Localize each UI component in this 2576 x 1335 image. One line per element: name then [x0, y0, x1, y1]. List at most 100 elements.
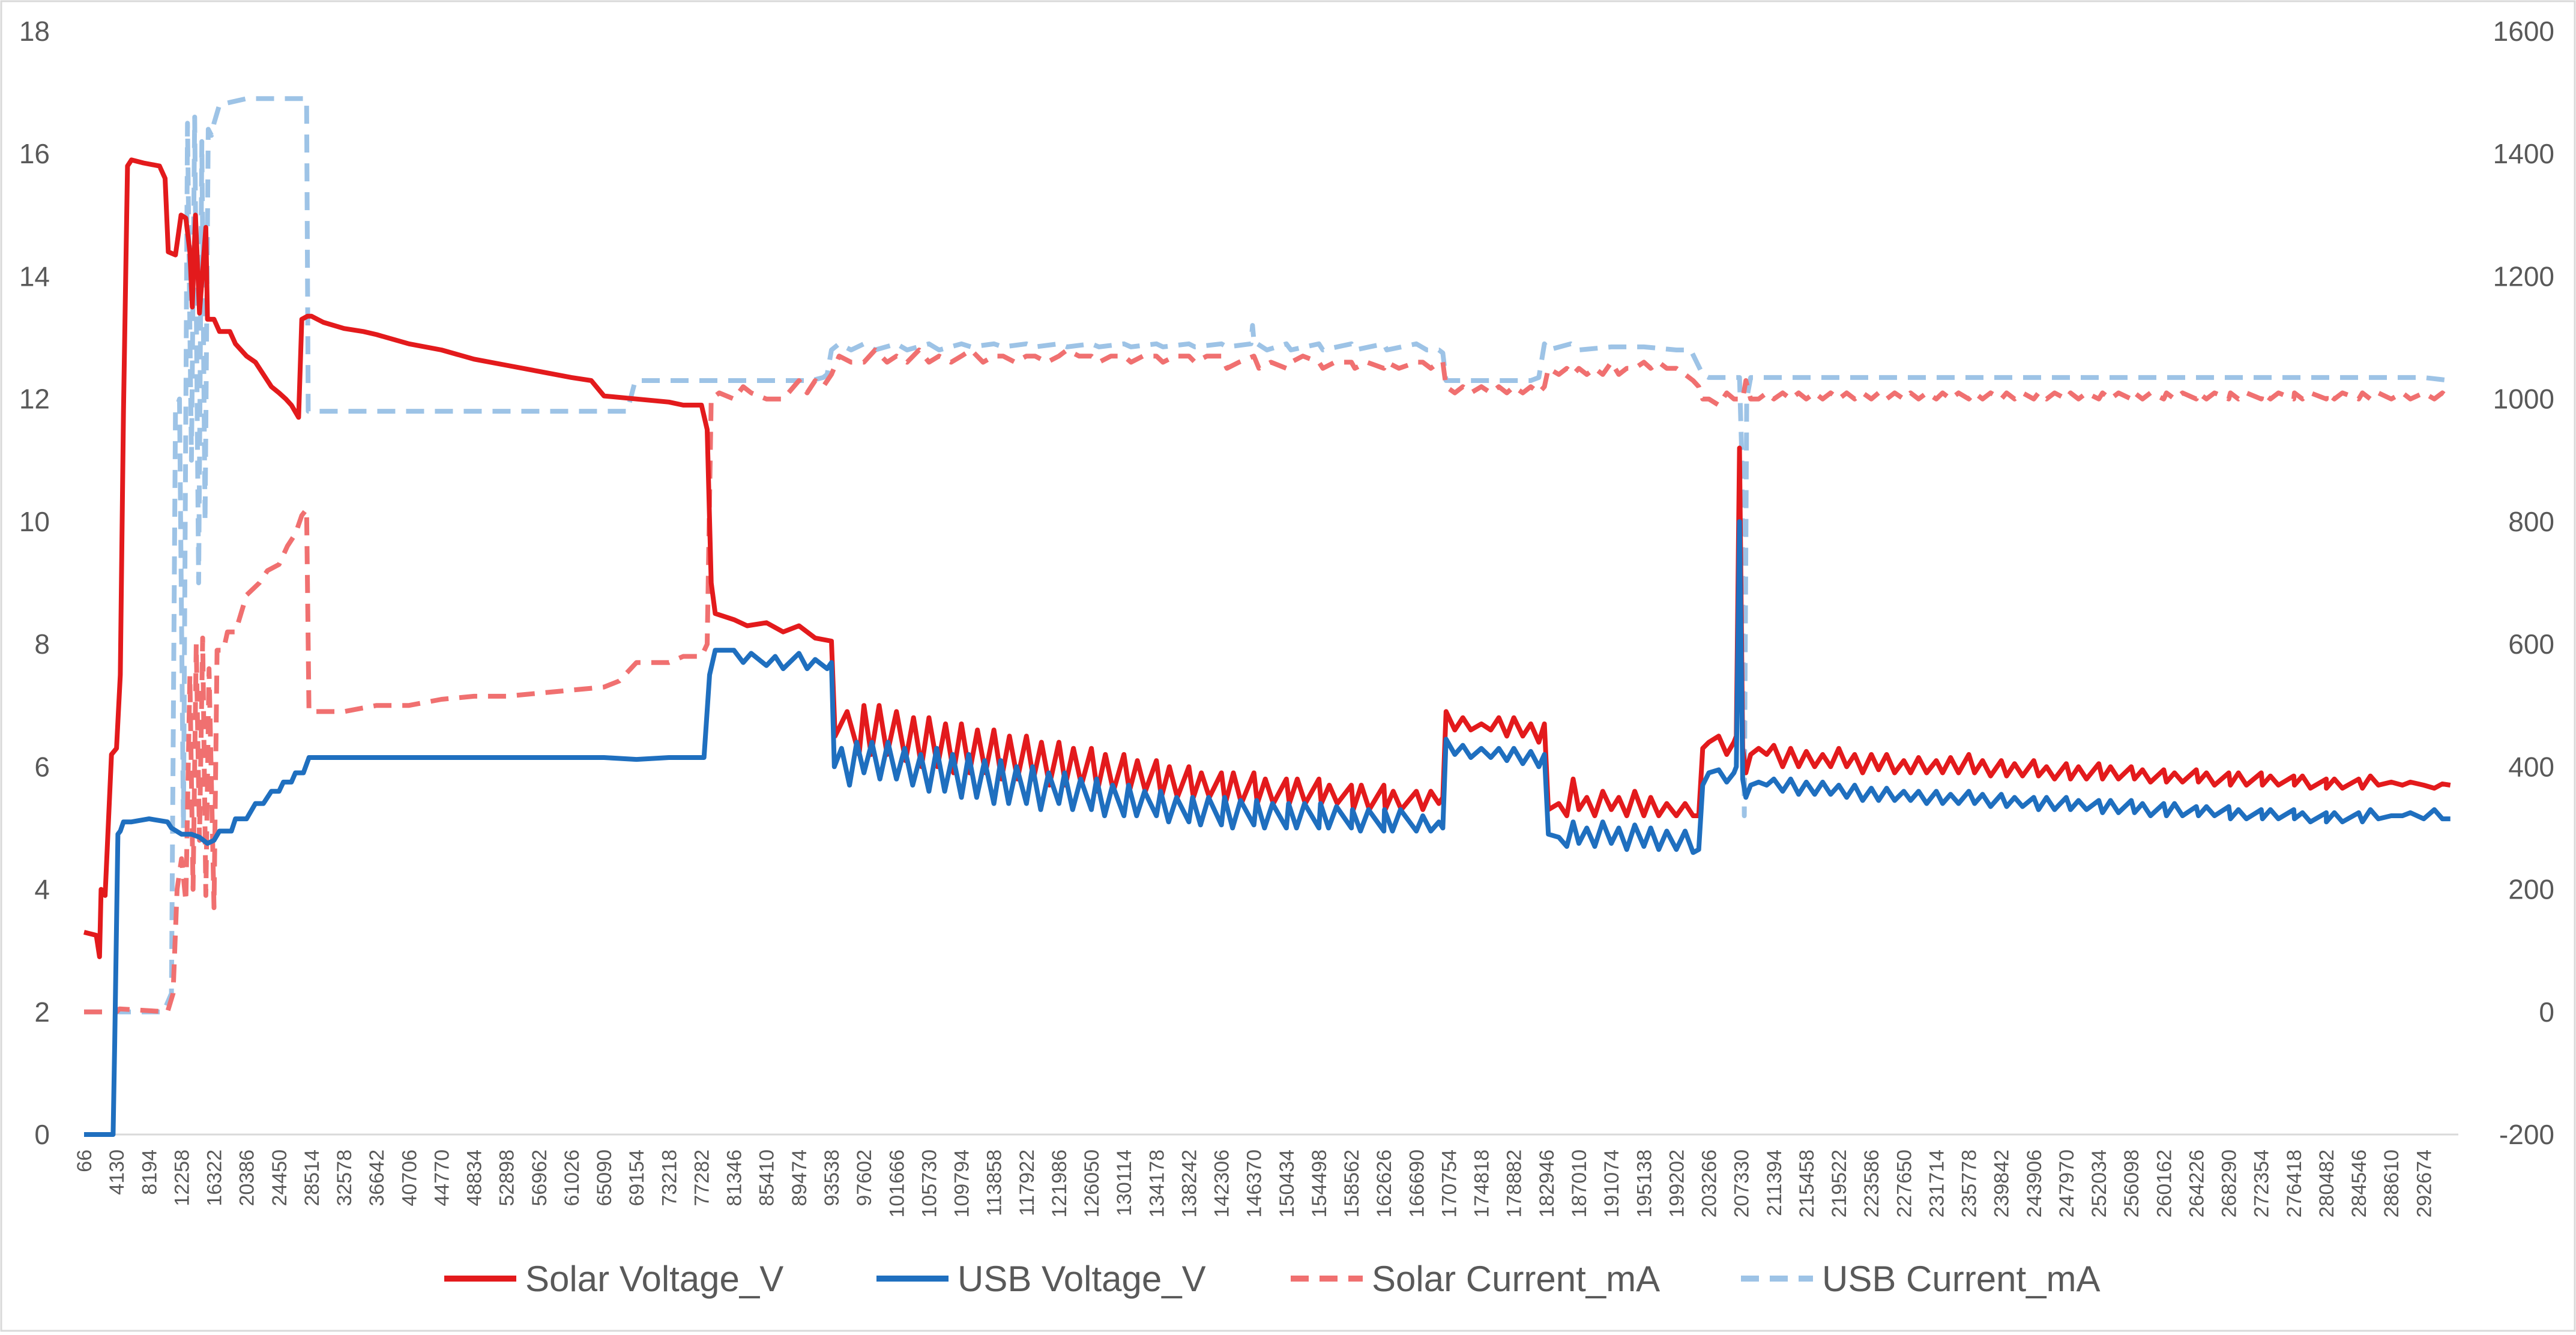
x-tick-label: 126050 — [1081, 1150, 1103, 1217]
left-tick-label: 4 — [34, 874, 50, 905]
x-tick-label: 56962 — [528, 1150, 551, 1207]
x-tick-label: 89474 — [788, 1150, 811, 1207]
x-tick-label: 97602 — [853, 1150, 876, 1207]
x-tick-label: 66 — [73, 1150, 96, 1172]
x-tick-label: 8194 — [138, 1150, 161, 1195]
right-tick-label: 1000 — [2493, 384, 2554, 415]
x-tick-label: 174818 — [1471, 1150, 1494, 1217]
x-tick-label: 130114 — [1113, 1150, 1136, 1216]
x-tick-label: 187010 — [1568, 1150, 1591, 1217]
x-tick-label: 32578 — [333, 1150, 356, 1207]
x-tick-label: 81346 — [723, 1150, 746, 1207]
right-tick-label: 1600 — [2493, 16, 2554, 47]
x-tick-label: 36642 — [366, 1150, 388, 1207]
series-layer — [83, 96, 2452, 1137]
x-tick-label: 65090 — [593, 1150, 616, 1207]
x-axis: 66 4130 8194 12258 16322 20386 24450 28514 32578… — [73, 1150, 2436, 1217]
x-tick-label: 85410 — [756, 1150, 779, 1207]
x-tick-label: 231714 — [1925, 1150, 1948, 1217]
x-tick-label: 227650 — [1893, 1150, 1916, 1217]
x-tick-label: 191074 — [1600, 1150, 1623, 1217]
x-tick-label: 239842 — [1991, 1150, 2013, 1217]
x-tick-label: 219522 — [1828, 1150, 1851, 1217]
x-tick-label: 101666 — [885, 1150, 908, 1217]
x-tick-label: 12258 — [170, 1150, 193, 1207]
x-tick-label: 170754 — [1438, 1150, 1461, 1217]
x-tick-label: 162626 — [1373, 1150, 1396, 1217]
x-tick-label: 158562 — [1341, 1150, 1363, 1217]
x-tick-label: 268290 — [2218, 1150, 2241, 1217]
x-tick-label: 44770 — [430, 1150, 453, 1207]
left-tick-label: 14 — [19, 261, 50, 292]
x-tick-label: 276418 — [2283, 1150, 2306, 1217]
left-tick-label: 18 — [19, 16, 50, 47]
x-tick-label: 256098 — [2120, 1150, 2143, 1217]
x-tick-label: 28514 — [301, 1150, 324, 1207]
x-tick-label: 203266 — [1698, 1150, 1721, 1217]
left-tick-label: 0 — [34, 1119, 50, 1150]
series-line-solar-current-ma — [84, 348, 2452, 1014]
left-tick-label: 12 — [19, 384, 50, 415]
x-tick-label: 272354 — [2251, 1150, 2273, 1217]
x-tick-label: 207330 — [1731, 1150, 1754, 1217]
x-tick-label: 61026 — [561, 1150, 584, 1207]
right-tick-label: 400 — [2508, 751, 2554, 782]
right-tick-label: -200 — [2499, 1119, 2554, 1150]
right-tick-label: 0 — [2539, 996, 2554, 1028]
right-tick-label: 1400 — [2493, 138, 2554, 169]
x-tick-label: 113858 — [983, 1150, 1006, 1216]
x-tick-label: 211394 — [1763, 1150, 1786, 1216]
x-tick-label: 243906 — [2023, 1150, 2046, 1217]
right-tick-label: 600 — [2508, 628, 2554, 660]
x-tick-label: 260162 — [2153, 1150, 2176, 1217]
left-y-axis: 0 2 4 6 8 10 12 14 16 18 — [19, 16, 50, 1150]
series-line-usb-voltage-v — [84, 519, 2451, 1137]
left-tick-label: 10 — [19, 506, 50, 537]
x-tick-label: 288610 — [2380, 1150, 2403, 1217]
right-tick-label: 200 — [2508, 874, 2554, 905]
x-tick-label: 117922 — [1016, 1150, 1039, 1216]
left-tick-label: 16 — [19, 138, 50, 169]
x-tick-label: 215458 — [1796, 1150, 1818, 1217]
x-tick-label: 40706 — [398, 1150, 421, 1207]
legend-label-solar-voltage-v: Solar Voltage_V — [525, 1259, 783, 1299]
x-tick-label: 264226 — [2185, 1150, 2208, 1217]
x-tick-label: 73218 — [658, 1150, 681, 1207]
x-tick-label: 105730 — [918, 1150, 941, 1217]
left-tick-label: 6 — [34, 751, 50, 782]
x-tick-label: 154498 — [1308, 1150, 1331, 1217]
x-tick-label: 109794 — [951, 1150, 974, 1217]
x-tick-label: 142306 — [1211, 1150, 1234, 1217]
x-tick-label: 235778 — [1958, 1150, 1981, 1217]
right-tick-label: 1200 — [2493, 261, 2554, 292]
series-line-usb-current-ma — [84, 96, 2451, 1014]
x-tick-label: 16322 — [204, 1150, 226, 1207]
x-tick-label: 252034 — [2088, 1150, 2111, 1217]
legend-label-usb-voltage-v: USB Voltage_V — [958, 1259, 1206, 1299]
x-tick-label: 134178 — [1145, 1150, 1168, 1217]
x-tick-label: 52898 — [496, 1150, 519, 1207]
x-tick-label: 199202 — [1665, 1150, 1688, 1217]
x-tick-label: 4130 — [106, 1150, 128, 1195]
legend: Solar Voltage_V USB Voltage_V Solar Curren… — [444, 1259, 2100, 1299]
x-tick-label: 69154 — [626, 1150, 648, 1207]
series-line-solar-voltage-v — [83, 157, 2451, 959]
x-tick-label: 77282 — [690, 1150, 713, 1207]
x-tick-label: 146370 — [1243, 1150, 1266, 1217]
x-tick-label: 178882 — [1503, 1150, 1526, 1217]
x-tick-label: 223586 — [1860, 1150, 1883, 1217]
x-tick-label: 20386 — [236, 1150, 259, 1207]
legend-label-usb-current-ma: USB Current_mA — [1822, 1259, 2100, 1299]
x-tick-label: 48834 — [463, 1150, 486, 1207]
x-tick-label: 24450 — [268, 1150, 291, 1207]
x-tick-label: 150434 — [1276, 1150, 1299, 1217]
x-tick-label: 121986 — [1048, 1150, 1071, 1217]
x-tick-label: 166690 — [1405, 1150, 1428, 1217]
right-tick-label: 800 — [2508, 506, 2554, 537]
left-tick-label: 8 — [34, 628, 50, 660]
x-tick-label: 284546 — [2348, 1150, 2371, 1217]
x-tick-label: 182946 — [1536, 1150, 1558, 1217]
legend-label-solar-current-ma: Solar Current_mA — [1372, 1259, 1660, 1299]
